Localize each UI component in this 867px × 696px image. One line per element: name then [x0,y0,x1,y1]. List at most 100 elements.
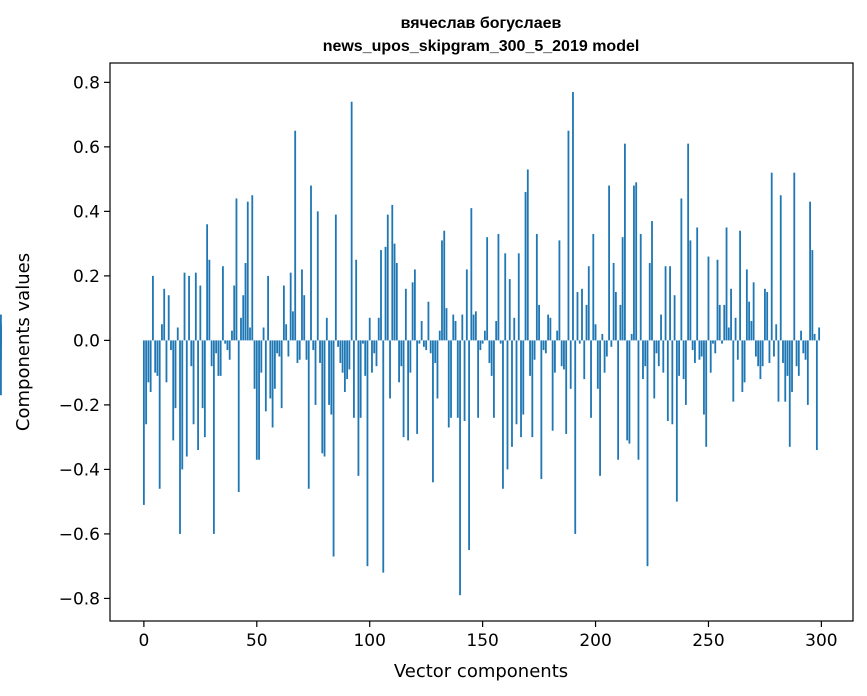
bar-component-112 [395,262,398,341]
bar-component-69 [298,340,301,360]
bar-component-22 [192,340,195,425]
bar-component-211 [619,304,622,341]
bar-component-20 [188,275,190,341]
bar-component-193 [578,340,581,344]
bar-component-261 [732,340,735,402]
bar-component-209 [614,292,617,341]
bar-component-186 [563,340,565,370]
bar-component-101 [371,340,373,373]
bar-component-269 [750,321,753,341]
bar-component-49 [253,340,256,389]
bar-component-11 [167,295,170,341]
bar-component-107 [384,246,387,341]
bar-component-56 [269,340,272,399]
bar-component-103 [375,340,378,367]
chart-subtitle: news_upos_skipgram_300_5_2019 model [323,38,640,55]
bar-component-121 [416,340,419,434]
bar-component-111 [393,243,396,341]
bar-component-7 [158,340,161,489]
bar-component-260 [730,288,732,341]
bar-component-256 [721,340,723,344]
bar-component-27 [203,340,206,438]
bar-component-124 [423,340,425,347]
bar-component-28 [206,224,209,341]
bar-component-196 [585,304,588,341]
bar-component-136 [450,340,452,418]
bar-component-115 [402,340,405,438]
bar-component-266 [743,340,746,383]
x-tick-label: 200 [579,631,611,651]
bar-component-2 [147,340,150,383]
bar-component-84 [332,340,335,557]
bar-component-100 [368,317,371,341]
bar-component-147 [474,311,477,341]
bar-component-176 [540,340,543,480]
y-tick-label: −0.4 [59,460,100,480]
bar-component-296 [811,250,814,341]
bar-component-134 [445,308,448,341]
bar-component-24 [197,340,199,451]
bar-component-248 [703,340,705,415]
bar-component-277 [768,340,771,363]
bar-component-79 [321,340,324,454]
bar-component-287 [791,340,793,392]
bar-component-275 [764,288,766,341]
bar-component-149 [479,340,482,351]
bar-component-76 [314,340,317,405]
bar-component-82 [328,340,330,405]
bar-component-87 [339,340,342,363]
bar-component-23 [194,272,197,341]
bar-component-104 [377,317,380,341]
bar-component-90 [346,340,349,380]
bar-component-5 [154,340,157,373]
bar-component-135 [447,340,450,428]
bar-component-284 [784,340,787,402]
bar-component-210 [617,340,620,460]
bar-component-218 [635,182,638,341]
bar-component-145 [470,208,473,341]
bar-component-159 [502,340,504,489]
bar-component-16 [179,340,181,534]
bar-component-203 [601,333,604,341]
bar-component-217 [633,185,635,341]
y-tick-label: 0.4 [73,202,100,222]
bar-component-117 [407,340,410,441]
bar-component-235 [673,295,676,341]
bar-component-281 [777,340,780,402]
bar-component-154 [490,340,493,376]
bar-component-129 [434,340,437,363]
bar-component-64 [287,340,290,357]
bar-component-77 [316,211,319,341]
bar-component-263 [736,340,739,360]
bar-component-39 [231,330,233,341]
bar-component-270 [752,282,755,341]
bar-component-283 [782,340,784,363]
bar-component-53 [262,327,265,341]
y-tick-label: 0.2 [73,267,100,287]
bar-component-181 [551,340,554,431]
bar-component-237 [678,340,681,376]
bar-component-158 [499,340,502,344]
bar-component-86 [337,340,339,347]
bar-component-279 [773,340,775,357]
bar-component-96 [359,340,362,418]
bar-component-241 [687,143,690,341]
bar-component-151 [483,330,486,341]
bar-component-222 [644,340,647,367]
bar-component-229 [660,314,662,341]
bar-component-180 [549,317,552,341]
bar-component-178 [544,340,547,354]
bar-component-80 [323,340,326,457]
bar-component-282 [779,195,782,341]
bar-component-213 [624,143,626,341]
bar-component-73 [307,340,310,489]
bar-component-45 [244,262,247,341]
bar-component-123 [420,321,423,341]
bar-component-125 [425,340,428,351]
bar-component-83 [330,340,333,415]
bar-component-169 [524,192,527,341]
bar-component-67 [294,130,297,341]
bar-component-106 [382,340,385,573]
bar-component-127 [429,340,432,354]
